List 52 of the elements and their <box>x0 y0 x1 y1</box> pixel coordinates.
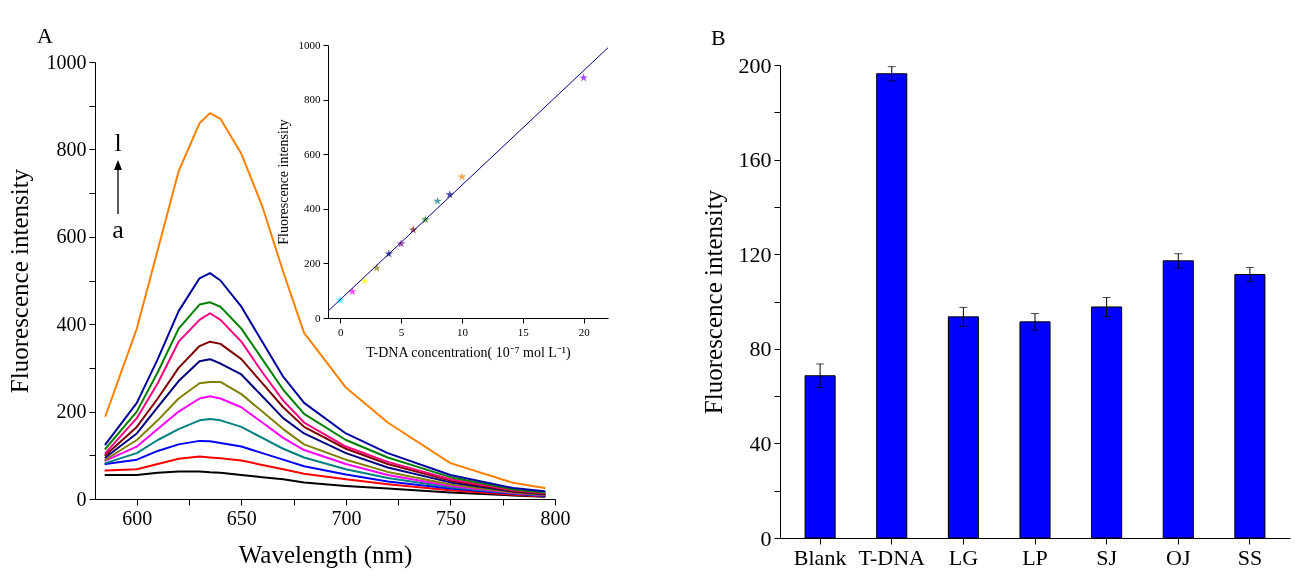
y-tick-label: 200 <box>56 400 87 423</box>
line-series <box>104 112 546 490</box>
point <box>579 73 588 82</box>
y-tick-label: 0 <box>76 487 87 510</box>
x-axis-title: T-DNA concentration( 10⁻⁷ mol L⁻¹) <box>366 344 572 361</box>
line-series <box>104 439 546 497</box>
y-tick-label: 1000 <box>298 38 321 51</box>
y-tick-label: 200 <box>738 52 772 78</box>
y-tick-label: 40 <box>749 430 772 456</box>
line-series <box>104 418 546 497</box>
x-tick-label: 5 <box>398 325 405 338</box>
x-tick-label: LP <box>1022 544 1048 570</box>
y-tick-label: 1000 <box>46 50 87 73</box>
y-tick-label: 800 <box>304 93 321 106</box>
y-tick-label: 0 <box>315 311 321 324</box>
x-tick-label: 650 <box>226 506 257 529</box>
point <box>384 249 394 258</box>
y-tick-label: 200 <box>304 256 321 269</box>
x-tick-label: T-DNA <box>858 544 926 570</box>
x-tick-label: 20 <box>578 325 591 338</box>
y-tick-label: 400 <box>304 202 321 215</box>
y-tick-label: 800 <box>56 137 87 160</box>
x-tick-label: OJ <box>1166 544 1191 570</box>
y-axis-title: Fluorescence intensity <box>5 168 33 394</box>
y-axis-title: Fluorescence intensity <box>275 119 291 245</box>
x-tick-label: 800 <box>540 506 571 529</box>
y-tick-label: 120 <box>738 241 772 267</box>
point <box>433 196 442 205</box>
x-axis-title: Wavelength (nm) <box>238 540 413 569</box>
x-tick-label: SJ <box>1096 544 1118 570</box>
point <box>457 172 467 181</box>
x-tick-label: 15 <box>517 325 530 338</box>
x-tick-label: LG <box>948 544 979 570</box>
y-tick-label: 400 <box>56 312 87 335</box>
x-tick-label: SS <box>1237 544 1263 570</box>
x-tick-label: 0 <box>337 325 344 338</box>
y-tick-label: 600 <box>56 225 87 248</box>
annotation: l <box>114 128 122 157</box>
chart-title: B <box>711 25 726 50</box>
y-axis-title: Fluorescence intensity <box>699 189 727 415</box>
y-tick-label: 160 <box>738 147 772 173</box>
x-tick-label: 600 <box>122 506 153 529</box>
x-tick-label: Blank <box>793 544 847 570</box>
x-tick-label: 700 <box>331 506 362 529</box>
x-tick-label: 10 <box>456 325 469 338</box>
y-tick-label: 600 <box>304 147 321 160</box>
x-tick-label: 750 <box>435 506 466 529</box>
chart-title: A <box>37 23 53 48</box>
y-tick-label: 80 <box>749 336 772 362</box>
annotation: a <box>112 215 125 244</box>
y-tick-label: 0 <box>760 525 772 551</box>
line-series <box>104 455 546 498</box>
